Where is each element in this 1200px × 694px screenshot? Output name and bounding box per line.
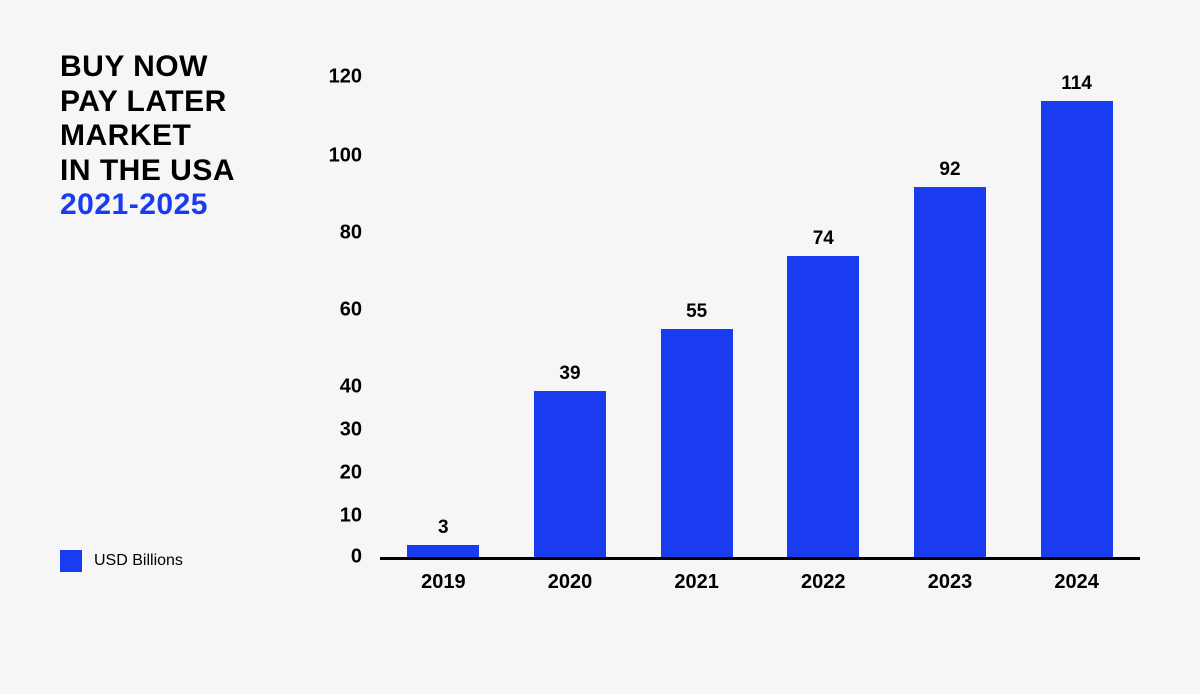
bar-slot: 552021 xyxy=(657,301,737,557)
bar-rect xyxy=(661,329,733,557)
y-tick: 20 xyxy=(340,462,362,485)
y-tick: 10 xyxy=(340,505,362,528)
bar-chart: 320193920205520217420229220231142024 010… xyxy=(300,60,1160,620)
x-axis-label: 2024 xyxy=(1054,571,1099,594)
title-line-3: MARKET xyxy=(60,119,235,154)
title-line-accent: 2021-2025 xyxy=(60,188,235,223)
bar-value-label: 114 xyxy=(1061,73,1092,95)
bar-slot: 922023 xyxy=(910,159,990,557)
bar-value-label: 3 xyxy=(438,517,449,539)
x-axis-label: 2020 xyxy=(548,571,593,594)
bar-rect xyxy=(1041,101,1113,557)
y-tick: 120 xyxy=(329,66,362,89)
legend-swatch xyxy=(60,550,82,572)
bar-slot: 1142024 xyxy=(1037,73,1117,557)
y-tick: 0 xyxy=(351,546,362,569)
title-line-2: PAY LATER xyxy=(60,85,235,120)
y-tick: 100 xyxy=(329,145,362,168)
y-tick: 60 xyxy=(340,298,362,321)
plot-area: 320193920205520217420229220231142024 010… xyxy=(380,80,1140,560)
y-tick: 30 xyxy=(340,418,362,441)
bar-value-label: 92 xyxy=(939,159,960,181)
bar-rect xyxy=(534,391,606,557)
bar-value-label: 74 xyxy=(813,228,834,250)
bar-slot: 742022 xyxy=(783,228,863,557)
x-axis-label: 2023 xyxy=(928,571,973,594)
title-line-4: IN THE USA xyxy=(60,154,235,189)
legend: USD Billions xyxy=(60,550,183,572)
y-tick: 40 xyxy=(340,375,362,398)
chart-title-block: BUY NOW PAY LATER MARKET IN THE USA 2021… xyxy=(60,50,235,223)
bar-slot: 32019 xyxy=(403,517,483,557)
y-tick: 80 xyxy=(340,222,362,245)
x-axis-label: 2019 xyxy=(421,571,466,594)
bar-rect xyxy=(787,256,859,557)
bars-container: 320193920205520217420229220231142024 xyxy=(380,80,1140,557)
bar-rect xyxy=(407,545,479,557)
title-line-1: BUY NOW xyxy=(60,50,235,85)
x-axis-label: 2021 xyxy=(674,571,719,594)
bar-rect xyxy=(914,187,986,557)
bar-value-label: 39 xyxy=(559,363,580,385)
bar-value-label: 55 xyxy=(686,301,707,323)
legend-label: USD Billions xyxy=(94,552,183,570)
x-axis-label: 2022 xyxy=(801,571,846,594)
bar-slot: 392020 xyxy=(530,363,610,557)
